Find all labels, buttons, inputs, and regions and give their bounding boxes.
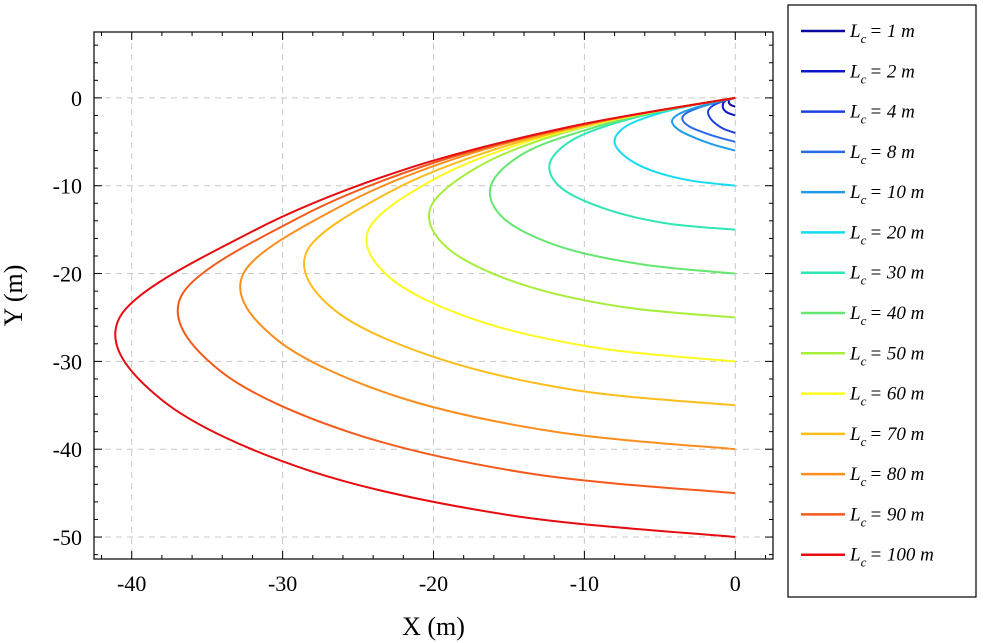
grid [94,32,773,559]
legend-label-lc-70: Lc = 70 m [849,424,924,449]
curve-lc-100 [114,96,736,539]
y-tick-label: 0 [71,86,82,111]
y-tick-label: -40 [53,437,82,462]
legend-label-lc-8: Lc = 8 m [849,142,915,167]
legend-label-lc-2: Lc = 2 m [849,61,915,86]
legend-label-lc-1: Lc = 1 m [849,21,915,46]
x-tick-label: -20 [419,571,448,596]
legend-label-lc-30: Lc = 30 m [849,263,924,288]
y-tick-label: -20 [53,262,82,287]
curves [114,96,736,539]
curve-lc-10 [670,96,736,152]
legend-label-lc-10: Lc = 10 m [849,182,924,207]
legend-label-lc-80: Lc = 80 m [849,464,924,489]
x-tick-label: -30 [268,571,297,596]
x-axis-label: X (m) [402,612,465,641]
y-tick-label: -30 [53,349,82,374]
legend-label-lc-4: Lc = 4 m [849,102,915,127]
legend-label-lc-60: Lc = 60 m [849,384,924,409]
legend: Lc = 1 m Lc = 2 m Lc = 4 m Lc = 8 m Lc = 10 m Lc = … [787,4,977,598]
y-tick-label: -50 [53,525,82,550]
legend-label-lc-40: Lc = 40 m [849,303,924,328]
y-axis-label: Y (m) [0,265,28,327]
x-tick-label: -40 [117,571,146,596]
x-tick-label: 0 [730,571,741,596]
legend-box [787,4,977,598]
legend-label-lc-100: Lc = 100 m [849,545,934,570]
legend-label-lc-90: Lc = 90 m [849,504,924,529]
y-tick-label: -10 [53,174,82,199]
legend-label-lc-20: Lc = 20 m [849,222,924,247]
ticks: -40 -30 -20 -10 0 0 -10 -20 -30 -40 -50 [53,32,773,596]
legend-label-lc-50: Lc = 50 m [849,343,924,368]
curve-lc-20 [613,96,736,187]
curve-lc-30 [548,96,736,231]
x-tick-label: -10 [570,571,599,596]
